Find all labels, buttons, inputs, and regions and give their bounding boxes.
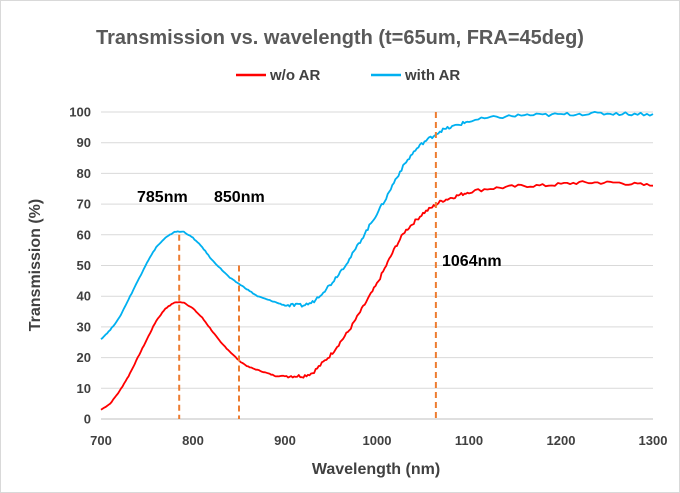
legend-label: with AR: [404, 67, 460, 84]
x-tick-labels: 700 800 900 1000 1100 1200 1300: [90, 433, 667, 448]
legend-label: w/o AR: [269, 67, 320, 84]
y-tick-label: 60: [77, 227, 91, 242]
x-tick-label: 1200: [547, 433, 576, 448]
series-line-without-ar: [100, 180, 654, 411]
y-tick-labels: 0 10 20 30 40 50 60 70 80 90 100: [69, 105, 91, 427]
y-tick-label: 50: [77, 258, 91, 273]
y-tick-label: 80: [77, 166, 91, 181]
y-tick-label: 0: [84, 412, 91, 427]
x-tick-label: 900: [274, 433, 296, 448]
x-tick-label: 800: [182, 433, 204, 448]
marker-label-850nm: 850nm: [214, 189, 265, 206]
x-axis-label: Wavelength (nm): [312, 461, 440, 478]
series-line-with-ar: [100, 111, 654, 340]
y-tick-label: 30: [77, 319, 91, 334]
wavelength-markers: 785nm 850nm 1064nm: [137, 112, 502, 419]
y-tick-label: 20: [77, 350, 91, 365]
y-axis-label: Transmission (%): [27, 199, 44, 331]
x-tick-label: 1100: [455, 433, 483, 448]
marker-label-1064nm: 1064nm: [442, 253, 502, 270]
series-lines: [100, 111, 654, 411]
y-tick-label: 40: [77, 289, 91, 304]
chart-title: Transmission vs. wavelength (t=65um, FRA…: [96, 27, 584, 49]
x-tick-label: 1300: [639, 433, 668, 448]
x-tick-label: 1000: [363, 433, 392, 448]
gridlines: [101, 111, 653, 420]
y-tick-label: 70: [77, 197, 91, 212]
marker-label-785nm: 785nm: [137, 189, 188, 206]
x-tick-label: 700: [90, 433, 112, 448]
y-tick-label: 100: [69, 105, 91, 120]
y-tick-label: 90: [77, 135, 91, 150]
legend: w/o AR with AR: [236, 67, 460, 84]
y-tick-label: 10: [77, 381, 91, 396]
